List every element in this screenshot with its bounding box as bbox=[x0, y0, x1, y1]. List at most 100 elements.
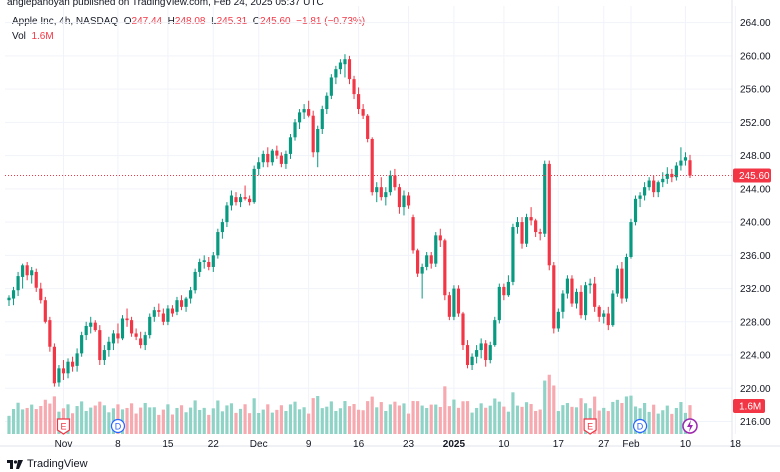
volume-bar bbox=[438, 406, 442, 434]
time-tick-label: 10 bbox=[680, 439, 692, 450]
volume-value: 1.6M bbox=[31, 31, 54, 42]
volume-bar bbox=[670, 413, 674, 434]
candle bbox=[75, 348, 79, 372]
candle-body bbox=[139, 338, 143, 346]
candle-body bbox=[397, 187, 402, 208]
symbol-title[interactable]: Apple Inc, 4h, NASDAQ bbox=[12, 16, 119, 27]
candle bbox=[343, 54, 347, 78]
volume-bar bbox=[184, 412, 188, 434]
volume-bar bbox=[406, 413, 411, 434]
volume-bar bbox=[179, 405, 184, 434]
candle bbox=[125, 308, 129, 327]
volume-bar bbox=[243, 404, 247, 434]
candle-body bbox=[111, 333, 116, 344]
candle-body bbox=[234, 197, 238, 203]
candle-body bbox=[143, 335, 147, 346]
volume-bar bbox=[361, 410, 365, 434]
candle bbox=[43, 296, 47, 324]
volume-bar bbox=[402, 403, 406, 434]
volume-bars bbox=[7, 374, 692, 434]
candle-body bbox=[30, 270, 34, 276]
dividend-event-icon[interactable]: D bbox=[110, 418, 126, 434]
candle-body bbox=[120, 318, 125, 339]
volume-bar bbox=[275, 409, 279, 434]
candle-body bbox=[248, 198, 252, 203]
volume-bar bbox=[652, 404, 656, 434]
candle bbox=[515, 217, 520, 234]
candle-body bbox=[484, 343, 488, 361]
candle bbox=[606, 306, 610, 331]
candle-body bbox=[252, 168, 256, 203]
event-marker-label: E bbox=[587, 422, 593, 432]
candle-body bbox=[61, 368, 66, 374]
volume-bar bbox=[84, 410, 88, 434]
candle-body bbox=[343, 59, 347, 65]
candle bbox=[452, 285, 456, 321]
volume-bar bbox=[157, 414, 161, 434]
volume-bar bbox=[30, 404, 34, 434]
candle-body bbox=[665, 173, 669, 179]
volume-bar bbox=[465, 401, 470, 434]
time-tick-label: 16 bbox=[353, 439, 365, 450]
volume-bar bbox=[25, 407, 29, 434]
candle-body bbox=[293, 122, 297, 138]
candle bbox=[561, 290, 565, 319]
volume-bar bbox=[34, 409, 38, 434]
volume-label[interactable]: Vol bbox=[12, 31, 26, 42]
candle bbox=[624, 253, 629, 302]
candle-body bbox=[338, 62, 343, 70]
volume-bar bbox=[266, 404, 270, 434]
candle bbox=[438, 228, 442, 248]
volume-bar bbox=[211, 408, 215, 434]
volume-bar bbox=[21, 409, 25, 434]
candle bbox=[34, 268, 38, 292]
candle-body bbox=[39, 288, 43, 301]
candle-body bbox=[189, 290, 193, 299]
earnings-event-icon[interactable]: E bbox=[56, 418, 71, 435]
candle bbox=[411, 214, 415, 254]
chart-legend: Apple Inc, 4h, NASDAQ O247.44 H248.08 L2… bbox=[12, 14, 365, 44]
candle-body bbox=[661, 178, 665, 183]
low-value: 245.31 bbox=[216, 16, 248, 27]
candle bbox=[61, 360, 66, 380]
volume-bar bbox=[388, 404, 392, 434]
candle-body bbox=[511, 227, 515, 282]
volume-bar bbox=[143, 402, 147, 434]
candle bbox=[534, 218, 538, 238]
price-tick-label: 244.00 bbox=[740, 184, 771, 195]
price-tick-label: 228.00 bbox=[740, 317, 771, 328]
candle-body bbox=[275, 150, 279, 156]
candle-body bbox=[98, 330, 102, 361]
candle-body bbox=[325, 95, 329, 110]
volume-bar bbox=[624, 396, 629, 434]
candle-body bbox=[683, 157, 688, 161]
candle-body bbox=[402, 195, 406, 208]
volume-bar bbox=[393, 401, 397, 434]
volume-bar bbox=[161, 409, 165, 434]
volume-bar bbox=[484, 407, 488, 434]
candle-body bbox=[161, 313, 165, 322]
dividend-event-icon[interactable]: D bbox=[632, 418, 648, 434]
candle bbox=[384, 187, 388, 206]
candle-body bbox=[347, 59, 352, 80]
candle bbox=[338, 59, 343, 75]
price-tick-label: 224.00 bbox=[740, 351, 771, 362]
candle bbox=[320, 105, 324, 134]
volume-bar bbox=[434, 404, 438, 434]
candle bbox=[656, 180, 660, 198]
flash-icon[interactable] bbox=[682, 418, 698, 434]
candle-body bbox=[502, 286, 506, 296]
candle bbox=[270, 148, 274, 166]
candle-body bbox=[80, 335, 84, 354]
candle bbox=[679, 147, 683, 171]
candle bbox=[484, 340, 488, 367]
volume-bar bbox=[570, 406, 574, 434]
volume-bar bbox=[470, 412, 474, 434]
candle bbox=[25, 261, 29, 281]
candle bbox=[638, 192, 642, 208]
volume-bar bbox=[70, 413, 75, 434]
candle bbox=[543, 160, 547, 238]
earnings-event-icon[interactable]: E bbox=[583, 418, 597, 435]
tradingview-brand[interactable]: TradingView bbox=[7, 458, 88, 470]
